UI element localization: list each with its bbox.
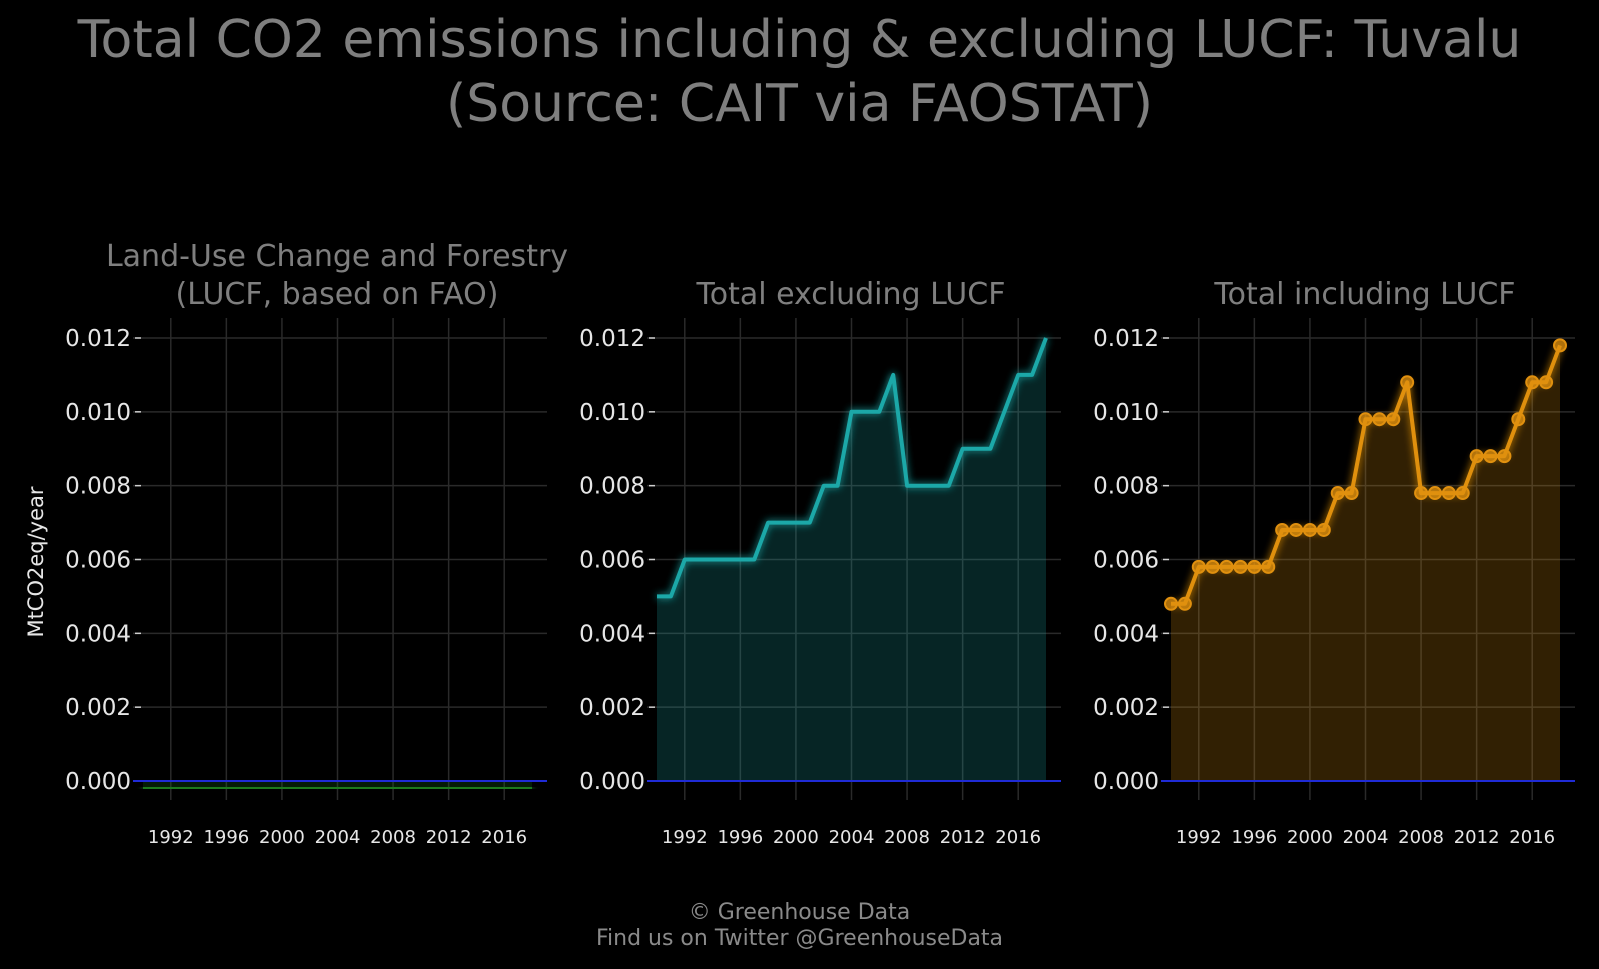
data-point bbox=[1247, 559, 1262, 574]
footer-twitter: Find us on Twitter @GreenhouseData bbox=[595, 926, 1004, 951]
y-tick-label: 0.004 bbox=[65, 621, 131, 647]
x-tick-label: 2004 bbox=[1343, 827, 1389, 848]
y-tick-label: 0.002 bbox=[65, 695, 131, 721]
x-tick-label: 2012 bbox=[940, 827, 986, 848]
x-tick-label: 1992 bbox=[148, 827, 194, 848]
data-point bbox=[1469, 449, 1484, 464]
data-point bbox=[1205, 559, 1220, 574]
chart-title-line2: (Source: CAIT via FAOSTAT) bbox=[445, 74, 1154, 134]
y-tick-label: 0.008 bbox=[579, 474, 645, 500]
data-point bbox=[1358, 412, 1373, 427]
y-tick-label: 0.002 bbox=[1093, 695, 1159, 721]
x-tick-label: 2008 bbox=[1398, 827, 1444, 848]
y-tick-label: 0.004 bbox=[1093, 621, 1159, 647]
x-tick-label: 1992 bbox=[662, 827, 708, 848]
data-point bbox=[1330, 486, 1345, 501]
panel-2: 0.000 0.002 0.004 0.006 0.008 0.010 0.012 1992 1… bbox=[579, 277, 1061, 848]
y-tick-label: 0.010 bbox=[1093, 400, 1159, 426]
x-tick-label: 1992 bbox=[1176, 827, 1222, 848]
y-tick-label: 0.008 bbox=[65, 474, 131, 500]
y-tick-label: 0.008 bbox=[1093, 474, 1159, 500]
x-tick-label: 2012 bbox=[1454, 827, 1500, 848]
data-point bbox=[1497, 449, 1512, 464]
data-point bbox=[1289, 522, 1304, 537]
x-tick-label: 2008 bbox=[370, 827, 416, 848]
x-tick-label: 2008 bbox=[884, 827, 930, 848]
series-area bbox=[657, 338, 1046, 781]
data-point bbox=[1164, 596, 1178, 611]
x-tick-label: 2004 bbox=[315, 827, 361, 848]
data-point bbox=[1511, 412, 1526, 427]
data-point bbox=[1483, 449, 1498, 464]
x-tick-label: 1996 bbox=[717, 827, 763, 848]
data-point bbox=[1386, 412, 1401, 427]
data-point bbox=[1177, 596, 1192, 611]
x-tick-label: 2000 bbox=[773, 827, 819, 848]
chart-title-line1: Total CO2 emissions including & excludin… bbox=[77, 10, 1522, 70]
data-point bbox=[1372, 412, 1387, 427]
series-area bbox=[1171, 345, 1560, 781]
panel-title: Land-Use Change and Forestry bbox=[106, 239, 568, 274]
panel-3: 0.000 0.002 0.004 0.006 0.008 0.010 0.012 1992 1… bbox=[1093, 277, 1575, 848]
data-point bbox=[1525, 375, 1540, 390]
x-tick-label: 2004 bbox=[829, 827, 875, 848]
footer-copyright: © Greenhouse Data bbox=[688, 900, 911, 925]
y-tick-label: 0.000 bbox=[65, 769, 131, 795]
data-point bbox=[1427, 486, 1442, 501]
x-tick-label: 1996 bbox=[1231, 827, 1277, 848]
y-tick-label: 0.012 bbox=[65, 326, 131, 352]
data-point bbox=[1219, 559, 1234, 574]
data-point bbox=[1261, 559, 1276, 574]
x-tick-label: 2012 bbox=[426, 827, 472, 848]
panel-1: 0.000 0.002 0.004 0.006 0.008 0.010 0.012 1992 1… bbox=[24, 239, 568, 848]
x-tick-label: 2016 bbox=[995, 827, 1041, 848]
data-point bbox=[1191, 559, 1206, 574]
y-tick-label: 0.012 bbox=[1093, 326, 1159, 352]
data-point bbox=[1344, 486, 1359, 501]
x-tick-label: 1996 bbox=[203, 827, 249, 848]
series-line bbox=[143, 784, 532, 792]
data-point bbox=[1539, 375, 1554, 390]
x-tick-label: 2016 bbox=[1509, 827, 1555, 848]
data-point bbox=[1316, 522, 1331, 537]
y-tick-label: 0.006 bbox=[1093, 548, 1159, 574]
data-point bbox=[1414, 486, 1429, 501]
panel-title: (LUCF, based on FAO) bbox=[176, 277, 499, 312]
y-tick-label: 0.010 bbox=[65, 400, 131, 426]
panel-title: Total excluding LUCF bbox=[696, 277, 1006, 312]
data-point bbox=[1233, 559, 1248, 574]
data-point bbox=[1302, 522, 1317, 537]
x-tick-label: 2000 bbox=[259, 827, 305, 848]
x-tick-label: 2016 bbox=[481, 827, 527, 848]
y-axis-label: MtCO2eq/year bbox=[24, 486, 48, 637]
y-tick-label: 0.000 bbox=[579, 769, 645, 795]
y-tick-label: 0.010 bbox=[579, 400, 645, 426]
data-point bbox=[1441, 486, 1456, 501]
data-point bbox=[1275, 522, 1290, 537]
y-tick-label: 0.004 bbox=[579, 621, 645, 647]
y-tick-label: 0.006 bbox=[579, 548, 645, 574]
series-line bbox=[657, 337, 1048, 599]
data-point bbox=[1400, 375, 1415, 390]
data-point bbox=[1553, 338, 1567, 353]
panel-title: Total including LUCF bbox=[1213, 277, 1515, 312]
data-point bbox=[1455, 486, 1470, 501]
y-tick-label: 0.012 bbox=[579, 326, 645, 352]
y-tick-label: 0.000 bbox=[1093, 769, 1159, 795]
x-tick-label: 2000 bbox=[1287, 827, 1333, 848]
y-tick-label: 0.006 bbox=[65, 548, 131, 574]
y-tick-label: 0.002 bbox=[579, 695, 645, 721]
